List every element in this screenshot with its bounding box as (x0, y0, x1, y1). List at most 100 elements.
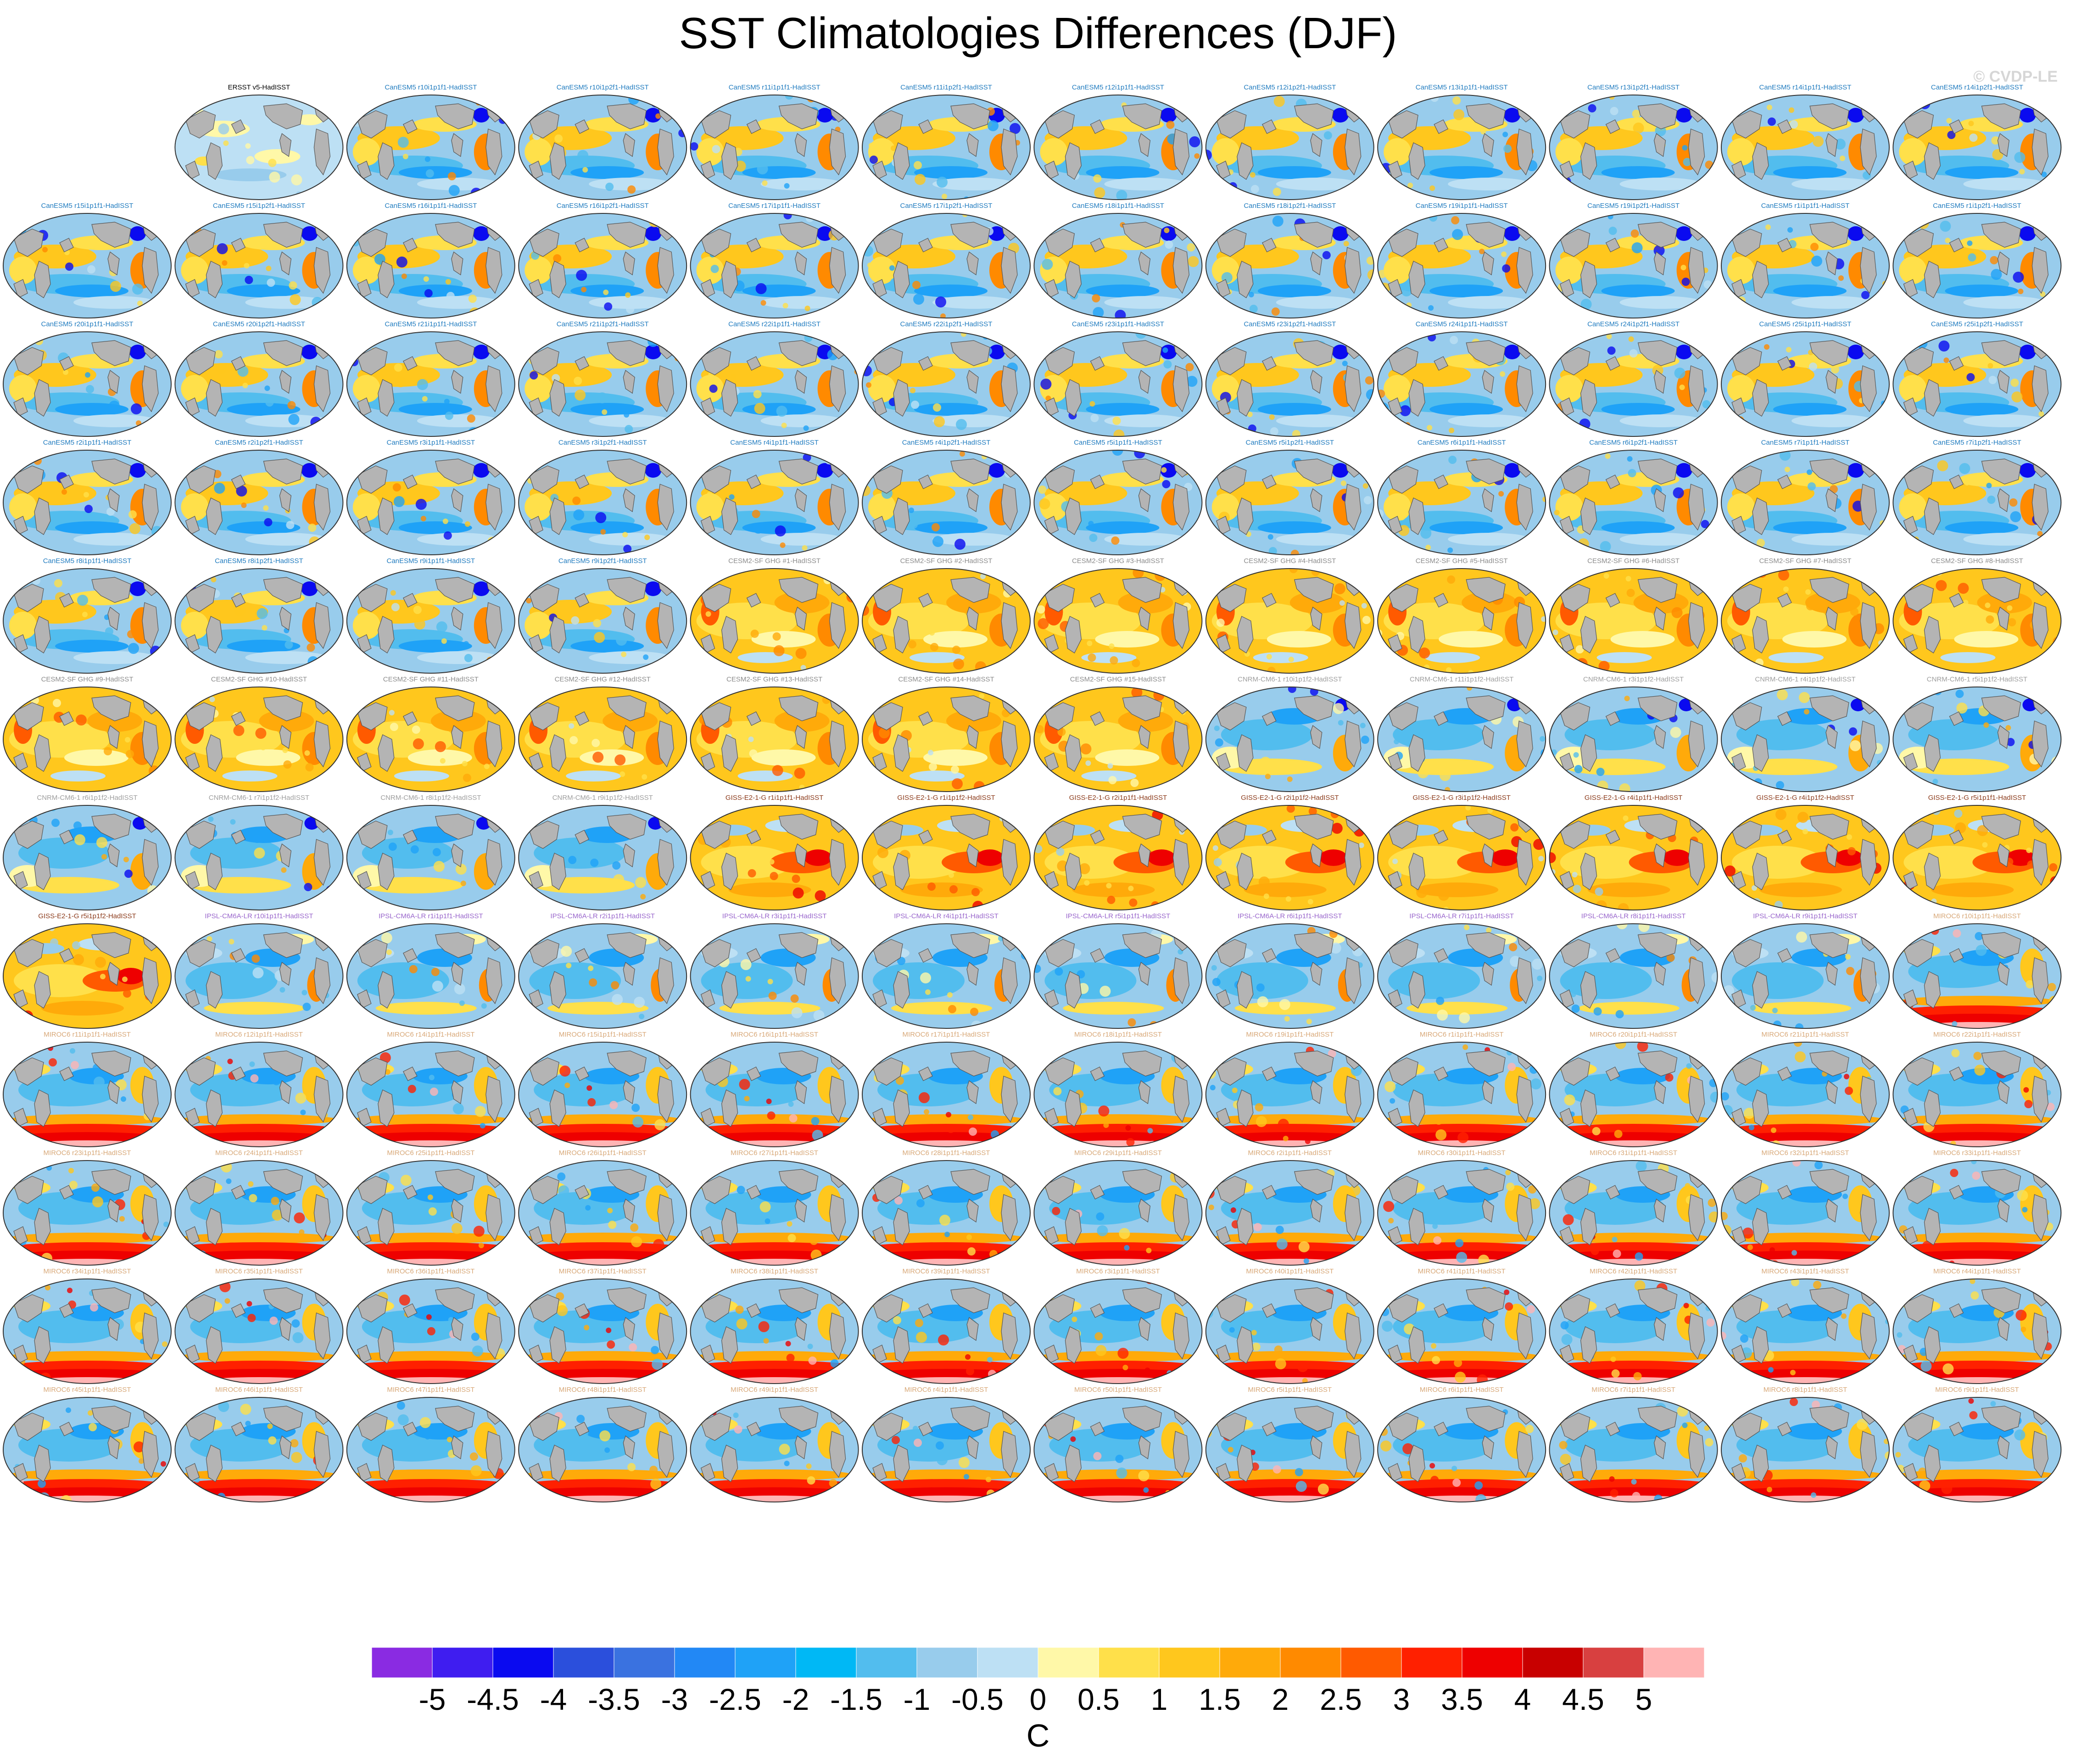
land-mass (893, 142, 910, 180)
speckle (1138, 1470, 1150, 1481)
anomaly-region (1619, 414, 1702, 427)
colorbar-box (1098, 1647, 1160, 1678)
speckle (1706, 173, 1717, 184)
speckle (680, 1259, 686, 1264)
anomaly-region (570, 521, 644, 534)
speckle (1673, 487, 1684, 498)
land-mass (1809, 1406, 1849, 1432)
land-mass (1752, 1208, 1769, 1245)
anomaly-region (910, 770, 965, 782)
speckle (924, 1109, 929, 1115)
land-mass (607, 458, 647, 485)
land-mass (529, 1294, 559, 1323)
land-mass (794, 370, 807, 394)
map-border (174, 95, 344, 200)
speckle (654, 1119, 666, 1130)
map-field (1549, 805, 1718, 910)
speckle (1940, 221, 1951, 232)
land-mass (529, 347, 559, 375)
land-mass (1138, 1080, 1151, 1105)
land-mass (918, 593, 933, 608)
speckle (845, 579, 854, 587)
speckle (1605, 453, 1611, 459)
speckle (347, 465, 353, 470)
land-mass (607, 340, 647, 366)
speckle (103, 734, 108, 740)
speckle (765, 1218, 770, 1224)
map-panel: CanESM5 r15i1p1f1-HadISST (3, 202, 172, 318)
land-mass (185, 634, 200, 653)
land-mass (1044, 110, 1075, 139)
anomaly-region (2019, 463, 2036, 478)
anomaly-region (742, 166, 816, 179)
speckle (683, 1019, 687, 1025)
land-mass (918, 1185, 933, 1200)
panel-title: MIROC6 r20i1p1f1-HadISST (1590, 1031, 1677, 1038)
land-mass (1122, 458, 1162, 485)
land-mass (1637, 695, 1678, 721)
panel-title: GISS-E2-1-G r3i1p1f2-HadISST (1412, 794, 1510, 802)
speckle (86, 385, 94, 393)
land-mass (700, 989, 715, 1009)
speckle (1305, 1139, 1311, 1144)
speckle (291, 174, 302, 185)
speckle (659, 1136, 665, 1142)
map-field (175, 569, 343, 673)
anomaly-region (398, 166, 472, 179)
speckle (1270, 427, 1278, 435)
land-mass (700, 161, 715, 180)
speckle (176, 1248, 184, 1256)
land-mass (1688, 957, 1705, 1005)
speckle (869, 143, 874, 148)
speckle (1936, 580, 1947, 591)
land-mass (872, 989, 887, 1009)
speckle (179, 1021, 191, 1028)
land-mass (1482, 1435, 1494, 1460)
land-mass (1345, 720, 1362, 768)
speckle (807, 1344, 813, 1349)
speckle (336, 452, 342, 457)
speckle (951, 765, 959, 774)
speckle (1273, 96, 1285, 107)
speckle (967, 1247, 976, 1256)
land-mass (1903, 871, 1918, 890)
speckle (960, 451, 965, 457)
land-mass (529, 1412, 559, 1441)
speckle (946, 1112, 951, 1117)
land-mass (13, 989, 28, 1009)
speckle (745, 976, 751, 982)
land-mass (1434, 593, 1449, 608)
land-mass (1688, 484, 1705, 531)
land-mass (1216, 1294, 1247, 1323)
land-mass (1559, 110, 1590, 139)
speckle (1909, 896, 1915, 901)
speckle (1991, 269, 2002, 280)
anomaly-region (1425, 652, 1480, 663)
speckle (1614, 1130, 1623, 1138)
speckle (792, 888, 804, 899)
map-field (1205, 1042, 1374, 1147)
speckle (302, 1003, 311, 1011)
map-field (690, 805, 859, 910)
speckle (929, 630, 935, 636)
land-mass (1981, 1169, 2021, 1195)
map-panel: CanESM5 r21i1p2f1-HadISST (518, 320, 687, 437)
speckle (1850, 608, 1858, 616)
land-mass (1345, 1431, 1362, 1478)
land-mass (1752, 734, 1769, 772)
speckle (215, 363, 227, 374)
map-border (1205, 331, 1374, 437)
land-mass (1388, 753, 1402, 772)
map-panel: CESM2-SF GHG #11-HadISST (346, 675, 515, 792)
speckle (503, 1006, 509, 1011)
speckle (971, 888, 980, 896)
land-mass (700, 1108, 715, 1127)
land-mass (1777, 119, 1792, 134)
speckle (1791, 1279, 1799, 1286)
land-mass (872, 939, 903, 967)
land-mass (1637, 814, 1678, 840)
speckle (843, 687, 849, 691)
map-panel: IPSL-CM6A-LR r5i1p1f1-HadISST (1033, 912, 1203, 1029)
speckle (1019, 1058, 1024, 1064)
speckle (1708, 1199, 1716, 1207)
